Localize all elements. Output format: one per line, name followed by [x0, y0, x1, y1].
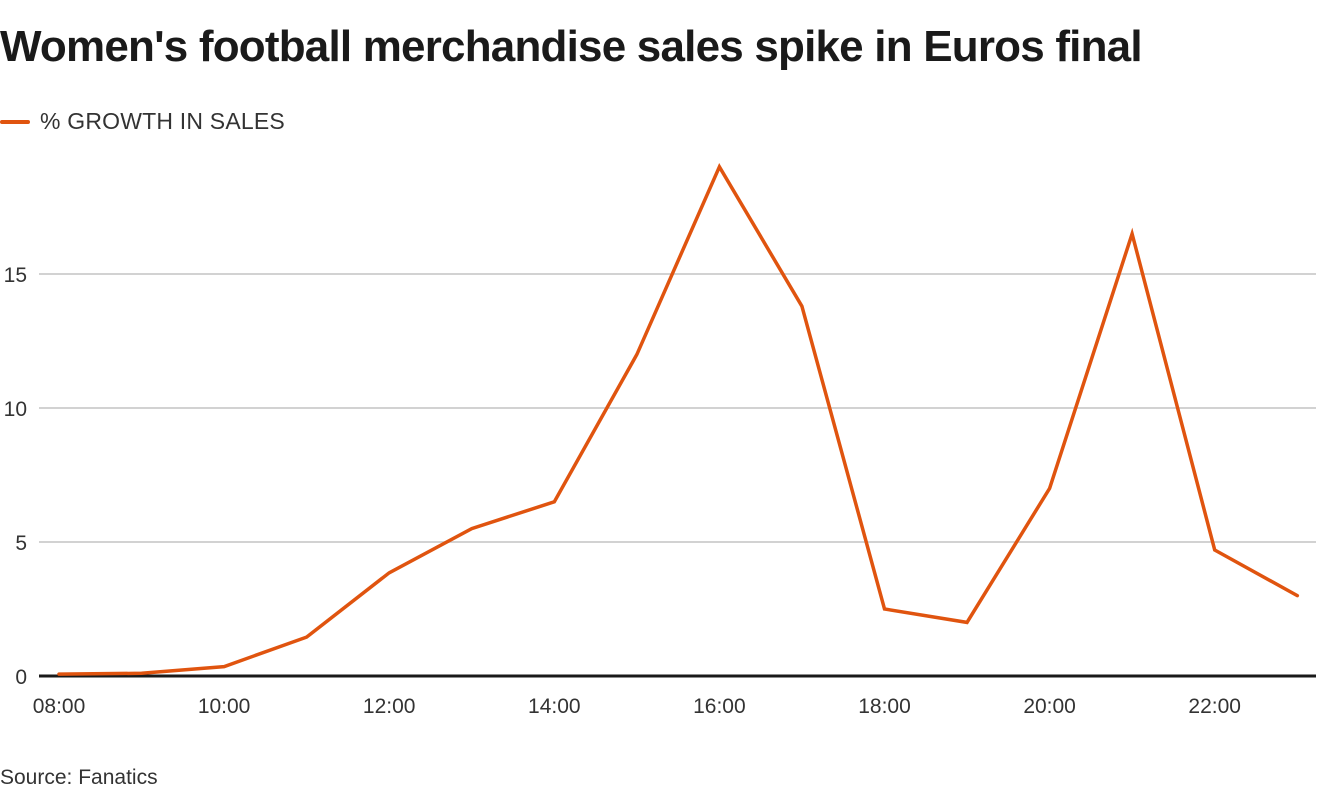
y-tick-label: 15 [4, 264, 27, 287]
x-tick-label: 18:00 [858, 695, 911, 718]
legend: % GROWTH IN SALES [0, 108, 285, 135]
x-tick-label: 12:00 [363, 695, 416, 718]
legend-label: % GROWTH IN SALES [40, 108, 285, 134]
y-tick-label: 5 [15, 532, 27, 555]
growth-line [57, 162, 1300, 676]
line-chart: 0 5 10 15 08:00 10:00 12:00 14:00 16:00 18:00 20:… [4, 162, 1316, 718]
y-tick-label: 0 [15, 666, 27, 689]
gridlines [39, 273, 1316, 543]
chart-title: Women's football merchandise sales spike… [0, 22, 1143, 71]
x-axis-ticks: 08:00 10:00 12:00 14:00 16:00 18:00 20:00 22:00 [33, 695, 1241, 718]
x-tick-label: 22:00 [1188, 695, 1241, 718]
y-tick-label: 10 [4, 398, 27, 421]
x-tick-label: 08:00 [33, 695, 86, 718]
source-note: Source: Fanatics [0, 766, 158, 789]
y-axis-ticks: 0 5 10 15 [4, 264, 27, 689]
x-tick-label: 16:00 [693, 695, 746, 718]
legend-line-swatch-icon [0, 119, 30, 124]
x-tick-label: 10:00 [198, 695, 251, 718]
x-tick-label: 14:00 [528, 695, 581, 718]
x-tick-label: 20:00 [1023, 695, 1076, 718]
